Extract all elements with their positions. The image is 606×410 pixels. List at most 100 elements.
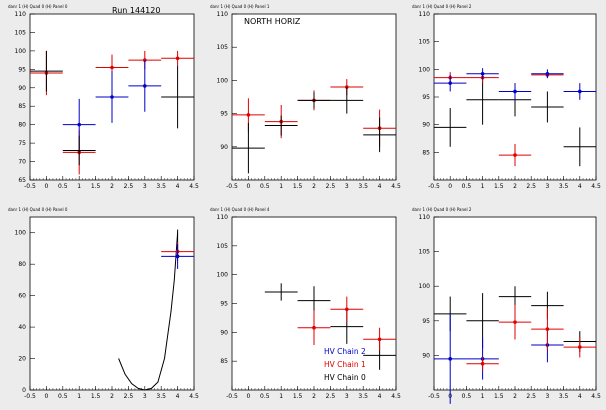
chart-panel-6: danr 1 (H) Quad 0 (H) Panel 2-0.500.511.… (406, 204, 604, 408)
x-tick-label: 2.5 (326, 183, 336, 190)
marker (345, 307, 349, 312)
data-point-blue (434, 313, 467, 404)
y-tick-label: 95 (18, 66, 26, 73)
y-tick-label: 80 (18, 261, 26, 268)
y-tick-label: 95 (422, 94, 430, 101)
data-point-red (498, 304, 532, 340)
marker (345, 85, 349, 89)
plot-area (29, 216, 195, 391)
y-tick-label: 20 (18, 356, 26, 363)
x-tick-label: 1 (279, 183, 283, 190)
data-point-black (498, 286, 532, 307)
x-tick-label: 1.5 (494, 393, 504, 400)
x-tick-label: 2.5 (526, 393, 536, 400)
x-tick-label: 3 (345, 183, 349, 190)
x-tick-label: 3.5 (156, 183, 166, 190)
marker (377, 337, 382, 342)
panel-annotation: Run 144120 (112, 6, 160, 15)
x-tick-label: 2.5 (526, 183, 536, 190)
y-tick-label: 70 (18, 159, 26, 166)
x-tick-label: 0 (246, 183, 250, 190)
data-point-black (330, 87, 364, 114)
y-tick-label: 100 (15, 48, 27, 55)
x-tick-label: 0 (448, 183, 452, 190)
data-point-blue (434, 74, 467, 92)
marker (513, 320, 517, 324)
x-tick-label: 1.5 (494, 183, 504, 190)
x-tick-label: 4.5 (391, 183, 401, 190)
y-tick-label: 100 (217, 272, 229, 279)
data-point-black (531, 91, 564, 123)
data-point-black (363, 117, 396, 153)
x-tick-label: 3.5 (156, 393, 166, 400)
x-tick-label: 3 (545, 393, 549, 400)
y-tick-label: 60 (18, 293, 26, 300)
marker (175, 254, 180, 259)
x-tick-label: 4 (176, 393, 180, 400)
data-point-red (330, 296, 364, 322)
x-tick-label: 4.5 (391, 393, 401, 400)
x-tick-label: 2.5 (124, 393, 134, 400)
data-point-black (232, 122, 265, 174)
data-point-black (297, 92, 331, 109)
x-tick-label: 1.5 (293, 183, 303, 190)
data-point-red (363, 327, 396, 351)
x-tick-label: 3 (143, 393, 147, 400)
marker (77, 122, 81, 127)
x-tick-label: -0.5 (226, 393, 238, 400)
marker (545, 327, 550, 331)
x-tick-label: 4 (378, 393, 382, 400)
y-tick-label: 85 (220, 358, 228, 365)
data-point-black (466, 74, 499, 125)
data-point-blue (161, 243, 194, 269)
data-point-red (531, 308, 564, 350)
fit-curve (118, 232, 179, 391)
y-tick-label: 90 (422, 352, 430, 359)
x-tick-label: 2 (312, 393, 316, 400)
y-tick-label: 0 (22, 387, 26, 394)
data-point-blue (128, 60, 162, 112)
x-tick-label: 2 (312, 183, 316, 190)
marker (545, 71, 550, 76)
x-tick-label: 4.5 (189, 393, 199, 400)
marker (448, 81, 452, 85)
data-point-black (161, 65, 194, 129)
chart-panel-1: danr 1 (H) Quad 0 (H) Panel 0 -0.5 0 0.5 1 1.… (2, 1, 202, 198)
x-tick-label: -0.5 (226, 183, 238, 190)
x-tick-label: 3.5 (559, 183, 569, 190)
x-tick-label: 0 (44, 393, 48, 400)
x-tick-label: 1 (481, 393, 485, 400)
x-tick-label: 4.5 (189, 183, 199, 190)
x-tick-label: 2 (513, 183, 517, 190)
data-point-black (62, 135, 96, 166)
data-point-blue (531, 69, 564, 79)
chart-panel-5: danr 1 (H) Quad 0 (H) Panel 4 -0.5 0 0.5 1 1.… (204, 204, 404, 408)
x-tick-label: -0.5 (428, 183, 440, 190)
x-tick-label: 2 (110, 393, 114, 400)
data-point-red (297, 310, 331, 346)
marker (578, 345, 582, 349)
marker (513, 89, 517, 94)
marker (480, 361, 485, 366)
panel-header: danr 1 (H) Quad 0 (H) Panel 2 (412, 207, 472, 212)
y-tick-label: 90 (220, 329, 228, 336)
x-tick-label: 4 (578, 183, 582, 190)
y-tick-label: 75 (18, 140, 26, 147)
x-tick-label: 0.5 (462, 183, 472, 190)
y-tick-label: 110 (217, 214, 229, 221)
x-tick-label: 3.5 (358, 183, 368, 190)
x-tick-label: 0.5 (260, 393, 270, 400)
chart-panel-3: danr 1 (H) Quad 0 (H) Panel 2 -0.5 0 0.5 1 1.… (406, 1, 604, 198)
legend-entry: HV Chain 2 (324, 347, 366, 356)
data-point-black (30, 50, 63, 92)
panel-annotation: NORTH HORIZ (244, 17, 301, 26)
x-tick-label: 0.5 (260, 183, 270, 190)
x-tick-label: 4.5 (591, 393, 601, 400)
y-tick-label: 110 (217, 11, 229, 18)
x-tick-label: 1.5 (91, 183, 101, 190)
y-tick-label: 90 (18, 85, 26, 92)
data-point-black (434, 108, 467, 147)
x-tick-label: 3.5 (358, 393, 368, 400)
data-point-blue (466, 68, 499, 80)
y-tick-label: 110 (419, 214, 431, 221)
